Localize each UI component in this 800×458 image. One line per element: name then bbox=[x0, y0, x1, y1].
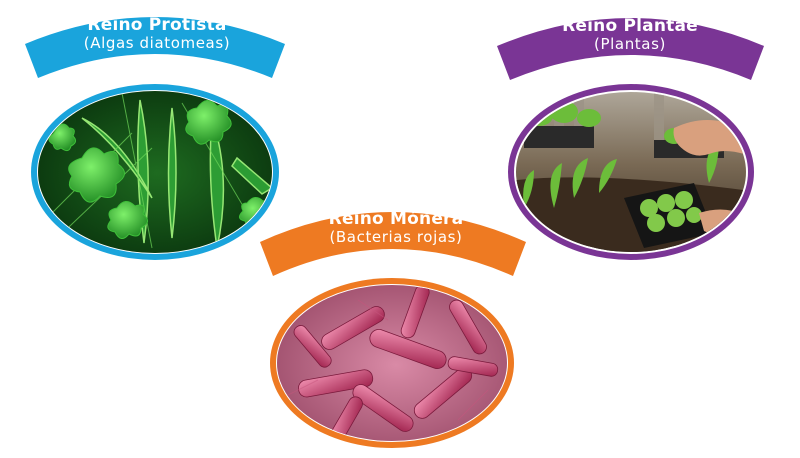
red-bacteria-image bbox=[277, 285, 507, 441]
banner bbox=[497, 18, 764, 80]
plants-image bbox=[516, 92, 746, 252]
diatom-algae-image bbox=[38, 91, 272, 253]
card-reino-plantae: Reino Plantae (Plantas) bbox=[494, 8, 766, 266]
protista-title: Reino Protista bbox=[87, 15, 227, 35]
plantae-graphic bbox=[497, 18, 764, 260]
monera-title: Reino Mónera bbox=[328, 209, 464, 229]
plantae-subtitle: (Plantas) bbox=[594, 34, 666, 53]
protista-graphic bbox=[25, 17, 285, 260]
protista-subtitle: (Algas diatomeas) bbox=[83, 33, 231, 52]
banner bbox=[260, 212, 526, 276]
banner bbox=[25, 17, 285, 78]
card-reino-protista: Reino Protista (Algas diatomeas) bbox=[22, 8, 292, 264]
monera-subtitle: (Bacterias rojas) bbox=[329, 227, 463, 246]
monera-graphic bbox=[260, 212, 526, 448]
card-reino-monera: Reino Mónera (Bacterias rojas) bbox=[258, 200, 534, 450]
plantae-title: Reino Plantae bbox=[562, 16, 698, 36]
